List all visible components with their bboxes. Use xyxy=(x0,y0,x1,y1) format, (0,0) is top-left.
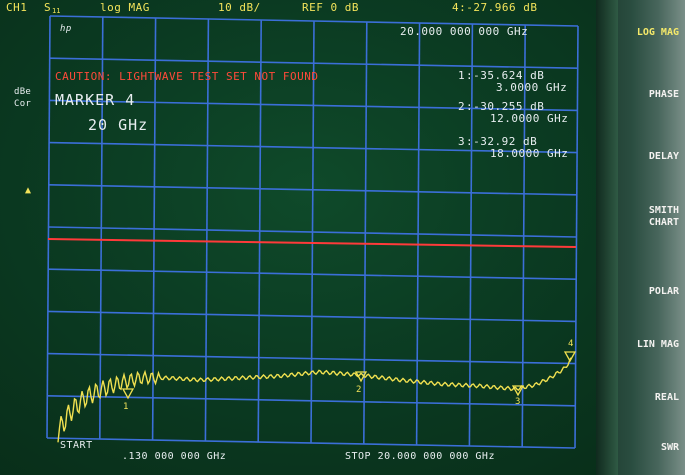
reference-line xyxy=(47,238,577,248)
marker-2-freq: 12.0000 GHz xyxy=(490,112,569,125)
grid-horizontal-line xyxy=(46,437,576,449)
softkey-log-mag[interactable]: LOG MAG xyxy=(636,27,679,38)
grid-horizontal-line xyxy=(49,15,579,27)
softkey-phase[interactable]: PHASE xyxy=(648,89,679,100)
marker-1-freq: 3.0000 GHz xyxy=(496,81,568,94)
reference-label: REF 0 dB xyxy=(302,1,359,14)
marker-title: MARKER 4 xyxy=(55,91,136,109)
marker-3-number: 3 xyxy=(458,135,466,148)
s11-trace xyxy=(57,357,572,443)
grid-horizontal-line xyxy=(48,226,577,238)
caution-message: CAUTION: LIGHTWAVE TEST SET NOT FOUND xyxy=(55,70,319,83)
start-frequency: .130 000 000 GHz xyxy=(122,451,227,462)
hp-logo: hp xyxy=(60,24,72,34)
grid-horizontal-line xyxy=(49,57,578,69)
trace-marker-1-label: 1 xyxy=(123,402,129,412)
marker-3-triangle-icon xyxy=(511,385,525,397)
softkey-smith-chart[interactable]: SMITH CHART xyxy=(648,205,679,228)
marker-1-triangle-icon xyxy=(121,388,135,400)
active-marker-readout: 4:-27.966 dB xyxy=(452,1,538,14)
marker-1-value: :-35.624 dB xyxy=(466,69,545,82)
stop-frequency: STOP 20.000 000 000 GHz xyxy=(345,451,495,462)
grid-horizontal-line xyxy=(48,268,577,280)
marker-2-triangle-icon xyxy=(354,371,368,383)
softkey-real[interactable]: REAL xyxy=(654,392,679,403)
marker-3-freq: 18.0000 GHz xyxy=(490,147,569,160)
cor-label: Cor xyxy=(14,99,32,109)
marker-2-value: :-30.255 dB xyxy=(466,100,545,113)
softkey-lin-mag[interactable]: LIN MAG xyxy=(636,339,679,350)
marker-1-number: 1 xyxy=(458,69,466,82)
format-label: log MAG xyxy=(100,1,150,14)
softkey-menu: LOG MAG PHASE DELAY SMITH CHART POLAR LI… xyxy=(596,0,685,475)
scale-label: 10 dB/ xyxy=(218,1,261,14)
start-label: START xyxy=(60,440,93,451)
parameter-label: S xyxy=(44,1,52,14)
trace-marker-3-label: 3 xyxy=(515,397,521,407)
screen-bezel xyxy=(596,0,618,475)
softkey-polar[interactable]: POLAR xyxy=(648,286,679,297)
dbe-label: dBe xyxy=(14,87,32,97)
grid-horizontal-line xyxy=(47,310,576,323)
marker-4-triangle-icon xyxy=(563,351,577,363)
parameter-subscript: 11 xyxy=(52,7,61,15)
trace-marker-2-label: 2 xyxy=(356,385,362,395)
grid-horizontal-line xyxy=(47,395,576,407)
marker-2-number: 2 xyxy=(458,100,466,113)
ref-position-arrow-icon: ▲ xyxy=(25,185,32,196)
grid-horizontal-line xyxy=(48,184,577,196)
marker-frequency: 20 GHz xyxy=(88,116,149,134)
marker-frequency-readout: 20.000 000 000 GHz xyxy=(400,25,529,38)
grid-horizontal-line xyxy=(49,99,578,112)
grid-horizontal-line xyxy=(47,352,576,365)
grid-horizontal-line xyxy=(49,141,578,154)
softkey-swr[interactable]: SWR xyxy=(660,442,679,453)
trace-marker-4-label: 4 xyxy=(568,339,574,349)
marker-3-value: :-32.92 dB xyxy=(466,135,538,148)
channel-label: CH1 xyxy=(6,1,28,14)
softkey-delay[interactable]: DELAY xyxy=(648,151,679,162)
